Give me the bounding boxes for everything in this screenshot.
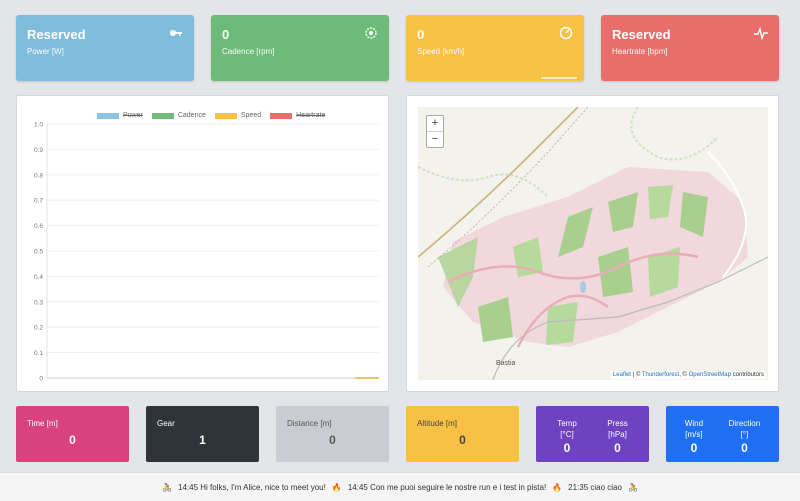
map-place-label: Bastia bbox=[496, 360, 516, 367]
temp-value: 0 bbox=[563, 441, 571, 455]
power-card: Reserved Power [W] bbox=[16, 15, 194, 81]
zoom-in-button[interactable]: + bbox=[431, 117, 439, 129]
direction-unit: [°] bbox=[740, 430, 749, 439]
press-unit: [hPa] bbox=[608, 430, 627, 439]
temp-column: Temp [°C] 0 bbox=[557, 418, 577, 454]
ticker-message: 21:35 ciao ciao bbox=[568, 482, 622, 492]
legend-item-speed[interactable]: Speed bbox=[214, 112, 262, 119]
y-tick-label: 0.5 bbox=[34, 249, 43, 256]
y-tick-label: 0.1 bbox=[34, 350, 43, 357]
heartrate-label: Heartrate [bpm] bbox=[612, 47, 668, 56]
chart-legend: Power Cadence Speed Heartrate bbox=[97, 112, 325, 119]
temp-unit: [°C] bbox=[560, 430, 574, 439]
attribution-tail: contributors bbox=[730, 372, 764, 378]
map-tiles: Bastia bbox=[418, 107, 768, 380]
zoom-control: + − bbox=[426, 115, 444, 148]
y-tick-label: 1.0 bbox=[34, 122, 43, 129]
y-tick-label: 0.3 bbox=[34, 299, 43, 306]
distance-tile: Distance [m] 0 bbox=[276, 406, 389, 462]
y-tick-label: 0.9 bbox=[34, 147, 43, 154]
railway-line bbox=[418, 107, 579, 258]
gear-tile: Gear 1 bbox=[146, 406, 259, 462]
legend-swatch-cadence bbox=[151, 112, 174, 119]
chart-panel: Power Cadence Speed Heartrate 1.0 0.9 0.8 0… bbox=[16, 95, 389, 392]
direction-column: Direction [°] 0 bbox=[728, 418, 761, 454]
fire-icon: 🔥 bbox=[331, 482, 342, 492]
y-tick-label: 0.8 bbox=[34, 172, 43, 179]
speed-progress-bar bbox=[541, 77, 577, 79]
altitude-label: Altitude [m] bbox=[417, 419, 458, 428]
thunderforest-link[interactable]: Thunderforest bbox=[641, 372, 680, 378]
legend-swatch-speed bbox=[214, 112, 237, 119]
distance-label: Distance [m] bbox=[287, 419, 332, 428]
power-value: Reserved bbox=[27, 27, 86, 42]
legend-label-heartrate: Heartrate bbox=[296, 112, 326, 119]
gear-icon bbox=[365, 27, 377, 39]
wind-label: Wind bbox=[684, 419, 704, 428]
y-tick-label: 0.7 bbox=[34, 198, 43, 205]
wind-tile: Wind [m/s] 0 Direction [°] 0 bbox=[666, 406, 779, 462]
cadence-card: 0 Cadence [rpm] bbox=[211, 15, 389, 81]
message-ticker: 🚴 14:45 Hi folks, I'm Alice, nice to mee… bbox=[0, 472, 800, 501]
gear-value: 1 bbox=[199, 433, 206, 447]
fire-icon: 🔥 bbox=[552, 482, 563, 492]
ticker-message: 14:45 Con me puoi seguire le nostre run … bbox=[347, 482, 547, 492]
heartrate-value: Reserved bbox=[612, 27, 671, 42]
wind-value: 0 bbox=[690, 441, 698, 455]
speed-value: 0 bbox=[417, 27, 425, 42]
gear-label: Gear bbox=[157, 419, 175, 428]
zoom-out-button[interactable]: − bbox=[427, 131, 443, 147]
press-column: Press [hPa] 0 bbox=[607, 418, 628, 454]
ticker-message: 14:45 Hi folks, I'm Alice, nice to meet … bbox=[178, 482, 326, 492]
time-tile: Time [m] 0 bbox=[16, 406, 129, 462]
press-value: 0 bbox=[614, 441, 621, 455]
legend-label-speed: Speed bbox=[240, 112, 262, 119]
legend-item-power[interactable]: Power bbox=[97, 112, 143, 119]
attribution-mid: , © bbox=[679, 372, 689, 378]
power-label: Power [W] bbox=[27, 47, 64, 56]
direction-value: 0 bbox=[741, 441, 748, 455]
wind-column: Wind [m/s] 0 bbox=[684, 418, 704, 454]
cyclist-icon: 🚴 bbox=[162, 482, 173, 492]
cyclist-icon: 🚴 bbox=[627, 482, 638, 492]
heartbeat-icon bbox=[754, 26, 768, 40]
direction-label: Direction bbox=[728, 419, 761, 428]
legend-item-heartrate[interactable]: Heartrate bbox=[270, 112, 325, 119]
press-label: Press bbox=[607, 419, 628, 428]
legend-item-cadence[interactable]: Cadence bbox=[151, 112, 206, 119]
gauge-icon bbox=[559, 26, 573, 40]
speed-card: 0 Speed [km/h] bbox=[406, 15, 584, 81]
y-tick-label: 0.4 bbox=[34, 274, 43, 281]
weather-tile: Temp [°C] 0 Press [hPa] 0 bbox=[536, 406, 649, 462]
altitude-tile: Altitude [m] 0 bbox=[406, 406, 519, 462]
legend-swatch-heartrate bbox=[270, 112, 293, 119]
attribution-sep: | © bbox=[630, 372, 642, 378]
heartrate-card: Reserved Heartrate [bpm] bbox=[601, 15, 779, 81]
park-area bbox=[443, 167, 748, 347]
temp-label: Temp bbox=[557, 419, 577, 428]
map-panel: Bastia + − Leaflet | © Thunderforest, © … bbox=[406, 95, 779, 392]
cadence-label: Cadence [rpm] bbox=[222, 47, 275, 56]
wind-unit: [m/s] bbox=[685, 430, 703, 439]
legend-swatch-power bbox=[97, 112, 119, 119]
osm-link[interactable]: OpenStreetMap bbox=[688, 372, 731, 378]
altitude-value: 0 bbox=[459, 433, 466, 447]
time-value: 0 bbox=[69, 433, 76, 447]
legend-label-power: Power bbox=[123, 112, 143, 119]
legend-label-cadence: Cadence bbox=[177, 112, 206, 119]
time-label: Time [m] bbox=[27, 419, 58, 428]
distance-value: 0 bbox=[329, 433, 336, 447]
y-tick-label: 0.6 bbox=[34, 223, 43, 230]
line-chart: 1.0 0.9 0.8 0.7 0.6 0.5 0.4 0.3 0.2 0.1 0 bbox=[34, 122, 379, 383]
cadence-value: 0 bbox=[222, 27, 230, 42]
map-view[interactable]: Bastia + − Leaflet | © Thunderforest, © … bbox=[418, 107, 768, 380]
leaflet-link[interactable]: Leaflet bbox=[612, 372, 631, 378]
speed-label: Speed [km/h] bbox=[417, 47, 465, 56]
y-tick-label: 0.2 bbox=[34, 325, 43, 332]
map-attribution: Leaflet | © Thunderforest, © OpenStreetM… bbox=[610, 371, 766, 379]
key-icon bbox=[170, 30, 182, 36]
y-tick-label: 0 bbox=[39, 376, 43, 383]
